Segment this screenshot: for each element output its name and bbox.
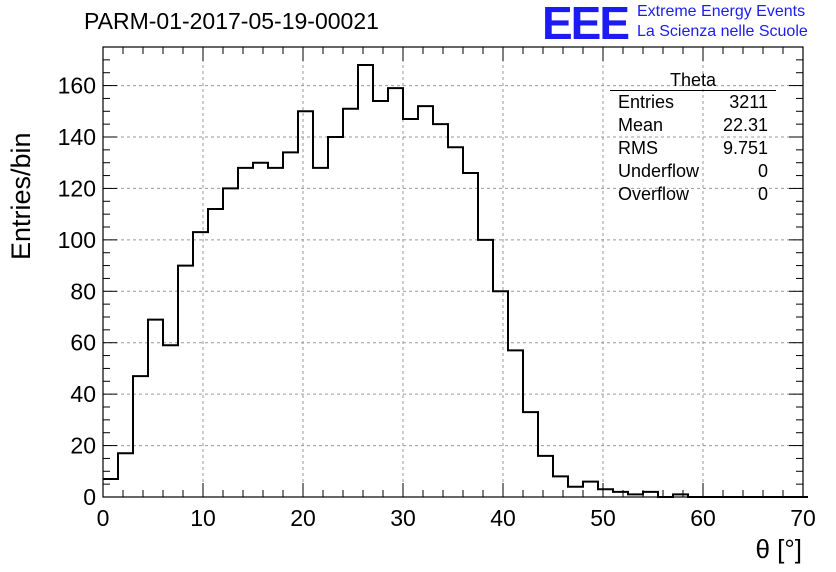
x-tick-label: 40 — [490, 505, 516, 531]
x-tick-label: 10 — [190, 505, 216, 531]
x-tick-label: 20 — [290, 505, 316, 531]
plot-frame — [102, 46, 804, 498]
x-axis-label: θ [°] — [755, 534, 802, 564]
y-tick-label: 40 — [70, 381, 96, 407]
chart-title: PARM-01-2017-05-19-00021 — [84, 8, 379, 34]
x-tick-label: 60 — [690, 505, 716, 531]
y-tick-label: 60 — [70, 330, 96, 356]
stats-box: Theta Entries 3211 Mean 22.31 RMS 9.751 Und… — [610, 70, 776, 206]
y-tick-label: 100 — [58, 227, 96, 253]
stats-row-overflow: Overflow 0 — [610, 183, 776, 206]
y-tick-label: 140 — [58, 124, 96, 150]
stats-label: Overflow — [618, 184, 690, 204]
eee-logo: EEE — [542, 0, 630, 49]
stats-value: 9.751 — [722, 138, 768, 158]
stats-row-entries: Entries 3211 — [610, 91, 776, 114]
logo-caption: Extreme Energy Events La Scienza nelle S… — [637, 2, 808, 42]
x-tick-label: 50 — [590, 505, 616, 531]
y-tick-label: 160 — [58, 73, 96, 99]
stats-row-rms: RMS 9.751 — [610, 137, 776, 160]
stats-label: Entries — [618, 92, 675, 112]
histogram-series — [103, 64, 808, 498]
y-tick-label: 80 — [70, 278, 96, 304]
logo-caption-line1: Extreme Energy Events — [637, 3, 806, 20]
x-tick-label: 0 — [97, 505, 110, 531]
logo-caption-line2: La Scienza nelle Scuole — [637, 23, 808, 40]
stats-row-mean: Mean 22.31 — [610, 114, 776, 137]
x-tick-label: 30 — [390, 505, 416, 531]
stats-label: Mean — [618, 115, 664, 135]
stats-row-underflow: Underflow 0 — [610, 160, 776, 183]
x-tick-label: 70 — [790, 505, 816, 531]
y-tick-label: 120 — [58, 175, 96, 201]
stats-title: Theta — [610, 70, 776, 91]
stats-value: 3211 — [729, 92, 768, 112]
stats-value: 0 — [757, 184, 768, 204]
stats-label: RMS — [618, 138, 658, 158]
y-tick-label: 20 — [70, 433, 96, 459]
y-tick-label: 0 — [83, 484, 96, 510]
stats-value: 22.31 — [722, 115, 768, 135]
stats-label: Underflow — [618, 161, 700, 181]
stats-value: 0 — [757, 161, 768, 181]
